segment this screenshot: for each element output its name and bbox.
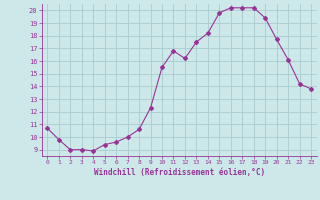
X-axis label: Windchill (Refroidissement éolien,°C): Windchill (Refroidissement éolien,°C) (94, 168, 265, 177)
